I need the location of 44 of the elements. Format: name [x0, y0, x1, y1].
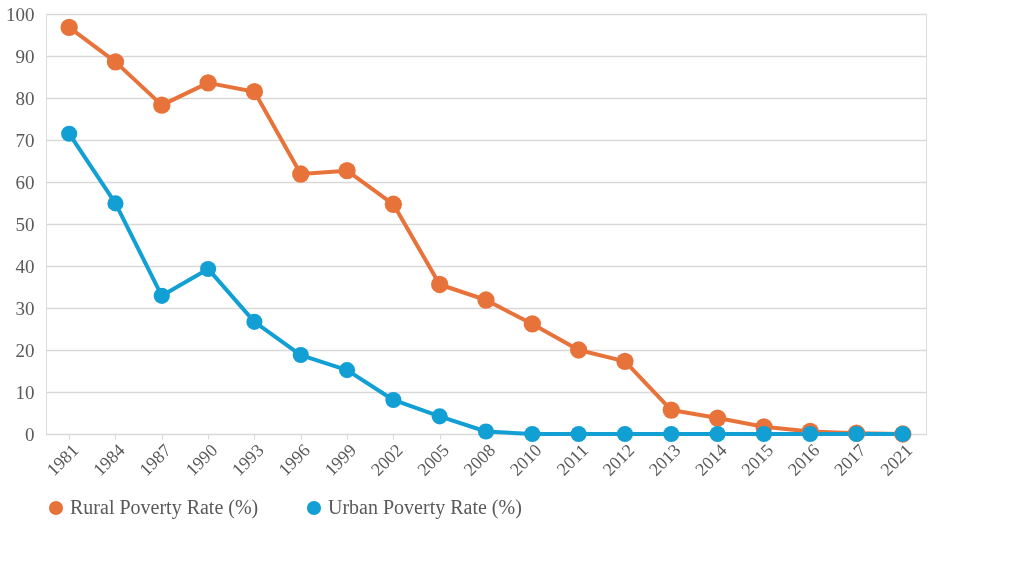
point	[292, 165, 310, 183]
y-tick-label: 40	[15, 255, 35, 277]
point	[570, 425, 587, 443]
y-tick-label: 0	[25, 423, 35, 445]
point	[199, 74, 217, 92]
point	[569, 341, 588, 359]
point	[385, 391, 402, 409]
point	[708, 409, 727, 427]
point	[61, 125, 78, 142]
point	[338, 162, 356, 180]
y-tick-label: 70	[15, 129, 35, 151]
point	[477, 423, 495, 440]
point	[431, 275, 449, 294]
point	[616, 425, 634, 443]
point	[431, 408, 448, 425]
point	[523, 315, 541, 333]
legend-label: Urban Poverty Rate (%)	[328, 496, 522, 519]
point	[200, 260, 217, 277]
point	[616, 352, 634, 370]
y-tick-label: 30	[15, 297, 35, 319]
point	[662, 401, 680, 419]
y-tick-label: 100	[6, 3, 35, 25]
point	[477, 291, 495, 309]
point	[292, 346, 309, 364]
y-tick-label: 80	[15, 87, 35, 109]
point	[106, 53, 125, 71]
point	[338, 362, 356, 379]
y-tick-label: 60	[15, 171, 35, 193]
point	[153, 287, 170, 304]
point	[709, 425, 726, 443]
point	[524, 425, 541, 443]
point	[107, 195, 124, 212]
y-tick-label: 50	[15, 213, 35, 235]
y-tick-label: 20	[15, 339, 35, 361]
y-tick-label: 10	[15, 381, 35, 403]
point	[60, 18, 78, 37]
y-tick-label: 90	[15, 45, 35, 67]
point	[755, 425, 772, 443]
point	[246, 313, 263, 330]
point	[663, 425, 680, 443]
legend-label: Rural Poverty Rate (%)	[70, 496, 259, 519]
point	[153, 96, 171, 114]
point	[384, 195, 403, 213]
point	[245, 83, 264, 101]
